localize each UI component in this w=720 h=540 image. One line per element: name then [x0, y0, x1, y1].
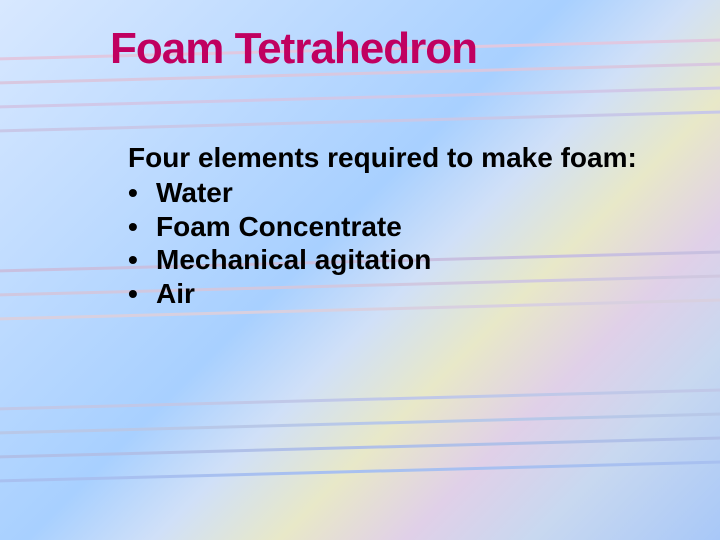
subheading: Four elements required to make foam: [128, 142, 660, 174]
slide-body: Four elements required to make foam: • W… [128, 142, 660, 311]
list-item: • Air [128, 277, 660, 311]
bullet-list: • Water • Foam Concentrate • Mechanical … [128, 176, 660, 310]
bullet-text: Water [156, 176, 233, 210]
list-item: • Mechanical agitation [128, 243, 660, 277]
bullet-text: Air [156, 277, 195, 311]
bullet-icon: • [128, 210, 156, 244]
list-item: • Water [128, 176, 660, 210]
slide: Foam Tetrahedron Four elements required … [0, 0, 720, 540]
bullet-text: Foam Concentrate [156, 210, 402, 244]
bullet-icon: • [128, 243, 156, 277]
slide-title: Foam Tetrahedron [110, 24, 660, 74]
list-item: • Foam Concentrate [128, 210, 660, 244]
bullet-icon: • [128, 277, 156, 311]
bullet-text: Mechanical agitation [156, 243, 431, 277]
bullet-icon: • [128, 176, 156, 210]
